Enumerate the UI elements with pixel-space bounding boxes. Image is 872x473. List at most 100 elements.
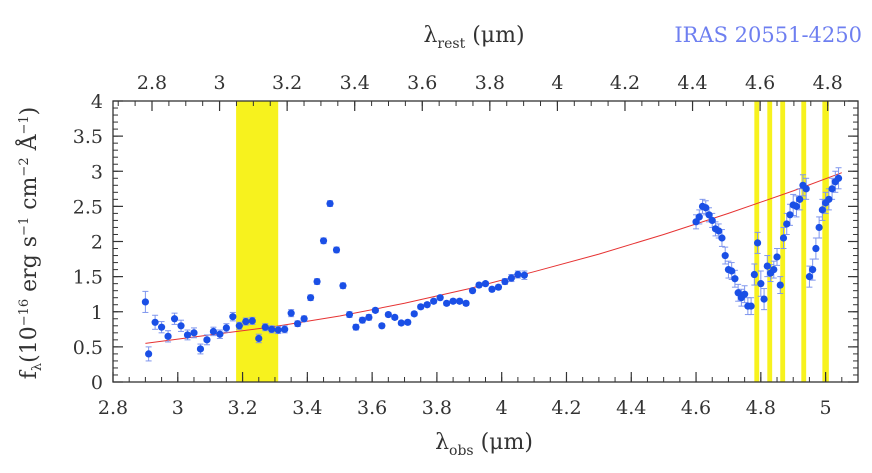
data-point <box>229 313 237 321</box>
data-point <box>455 297 464 305</box>
data-point <box>242 317 250 326</box>
data-point <box>430 297 438 305</box>
data-point <box>261 323 269 331</box>
data-point <box>475 281 483 289</box>
y-axis-title: fλ(10−16 erg s−1 cm−2 Å−1) <box>14 107 45 380</box>
y-tick-label: 2.5 <box>73 196 103 218</box>
data-point <box>410 310 418 318</box>
data-point <box>763 262 771 270</box>
x-tick-label: 5 <box>820 397 832 419</box>
data-point <box>391 313 399 321</box>
shaded-band <box>801 101 807 382</box>
y-tick-label: 0 <box>91 372 103 394</box>
data-point <box>300 315 308 323</box>
data-point <box>705 211 713 219</box>
data-point <box>468 287 477 295</box>
x-tick-label: 3.2 <box>227 397 257 419</box>
data-point <box>779 234 788 242</box>
data-point <box>306 294 315 302</box>
data-point <box>294 320 302 328</box>
top-tick-label: 3.6 <box>407 72 437 94</box>
data-point <box>792 202 801 210</box>
data-point <box>196 345 205 353</box>
data-point <box>783 220 791 228</box>
data-point <box>216 330 224 338</box>
y-tick-label: 1 <box>91 302 103 324</box>
data-point <box>332 246 341 254</box>
data-point <box>358 316 367 324</box>
y-tick-label: 3 <box>91 161 103 183</box>
data-point <box>715 227 723 235</box>
data-point <box>507 274 516 282</box>
data-point <box>326 199 334 208</box>
x-tick-label: 3 <box>172 397 184 419</box>
y-tick-label: 2 <box>91 232 103 254</box>
data-point <box>834 174 843 182</box>
data-point <box>741 290 749 298</box>
data-point <box>750 270 758 279</box>
data-point <box>747 302 755 310</box>
data-point <box>494 283 503 291</box>
data-point <box>417 303 425 311</box>
data-point <box>222 324 230 332</box>
data-point <box>235 322 243 330</box>
data-point <box>718 234 726 242</box>
top-tick-label: 4.2 <box>610 72 640 94</box>
shaded-band <box>767 101 773 382</box>
data-point <box>728 267 736 275</box>
data-point <box>828 185 836 193</box>
data-point <box>384 310 392 319</box>
data-point <box>449 297 457 305</box>
top-tick-label: 4 <box>551 72 563 94</box>
top-tick-label: 2.8 <box>137 72 167 94</box>
data-point <box>721 251 729 260</box>
x-tick-label: 3.6 <box>357 397 387 419</box>
data-point <box>352 323 360 331</box>
x-tick-label: 2.8 <box>98 397 128 419</box>
plot-frame <box>112 100 859 383</box>
top-tick-label: 3.2 <box>272 72 302 94</box>
data-point <box>702 204 710 212</box>
data-point <box>812 244 820 253</box>
data-point <box>268 325 276 333</box>
data-point <box>773 253 781 261</box>
data-point <box>313 277 321 286</box>
data-point <box>378 322 386 330</box>
top-tick-label: 3 <box>214 72 226 94</box>
x-tick-label: 4.2 <box>551 397 581 419</box>
top-tick-label: 4.8 <box>813 72 843 94</box>
top-tick-label: 3.4 <box>340 72 370 94</box>
data-point <box>443 299 451 307</box>
data-point <box>436 294 444 302</box>
data-point <box>423 301 431 309</box>
data-point <box>203 336 211 344</box>
y-tick-label: 4 <box>91 91 103 113</box>
data-point <box>151 318 159 326</box>
data-point <box>786 211 794 219</box>
shaded-band <box>780 101 786 382</box>
data-point <box>802 185 810 193</box>
data-point <box>170 315 179 323</box>
x-tick-label: 4.4 <box>616 397 646 419</box>
data-point <box>287 309 295 317</box>
data-point <box>757 280 765 288</box>
x-tick-label: 3.4 <box>292 397 322 419</box>
data-point <box>345 310 354 319</box>
data-point <box>248 317 256 325</box>
data-point <box>796 195 804 203</box>
data-point <box>818 206 826 214</box>
x-tick-label: 4.6 <box>681 397 711 419</box>
data-point <box>141 298 149 306</box>
data-points-layer <box>141 174 843 358</box>
data-point <box>339 282 347 290</box>
x-tick-label: 3.8 <box>422 397 452 419</box>
data-point <box>177 322 185 330</box>
data-point <box>371 306 379 314</box>
data-point <box>157 323 166 331</box>
shaded-band <box>822 101 829 382</box>
data-point <box>805 273 814 281</box>
data-point <box>462 299 470 307</box>
x-axis-title: λobs (μm) <box>435 430 533 459</box>
top-axis-title: λrest (μm) <box>423 23 524 52</box>
